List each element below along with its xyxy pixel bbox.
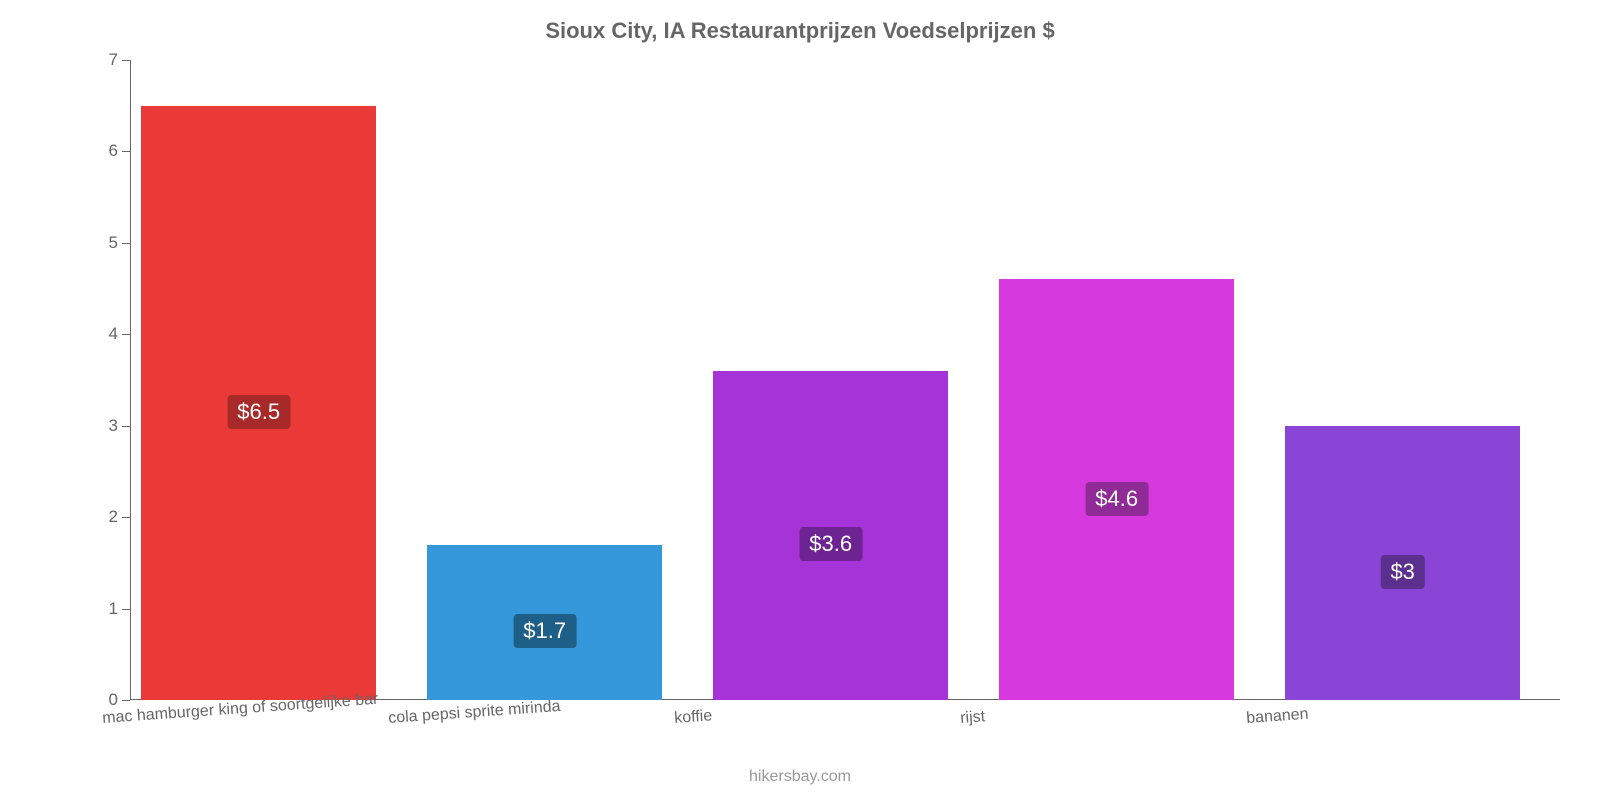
x-tick-label: bananen [1245, 696, 1309, 728]
bar-value-label: $3.6 [799, 527, 862, 561]
y-axis [130, 60, 131, 700]
x-tick-label: cola pepsi sprite mirinda [387, 688, 561, 728]
y-tick-label: 3 [109, 416, 130, 436]
bar: $6.5 [141, 106, 376, 700]
bar: $1.7 [427, 545, 662, 700]
bar: $4.6 [999, 279, 1234, 700]
bar-value-label: $1.7 [513, 614, 576, 648]
y-tick-label: 6 [109, 141, 130, 161]
x-tick-label: koffie [673, 697, 713, 728]
y-tick-label: 1 [109, 599, 130, 619]
bar-value-label: $4.6 [1085, 482, 1148, 516]
bar: $3 [1285, 426, 1520, 700]
chart-area: 01234567$6.5mac hamburger king of soortg… [130, 60, 1560, 700]
y-tick-label: 7 [109, 50, 130, 70]
x-tick-label: rijst [959, 698, 986, 728]
plot-area: 01234567$6.5mac hamburger king of soortg… [130, 60, 1560, 700]
credit-text: hikersbay.com [0, 768, 1600, 786]
chart-title: Sioux City, IA Restaurantprijzen Voedsel… [0, 0, 1600, 44]
bar-value-label: $3 [1380, 555, 1424, 589]
y-tick-label: 2 [109, 507, 130, 527]
y-tick-label: 4 [109, 324, 130, 344]
bar: $3.6 [713, 371, 948, 700]
y-tick-label: 5 [109, 233, 130, 253]
bar-value-label: $6.5 [227, 395, 290, 429]
